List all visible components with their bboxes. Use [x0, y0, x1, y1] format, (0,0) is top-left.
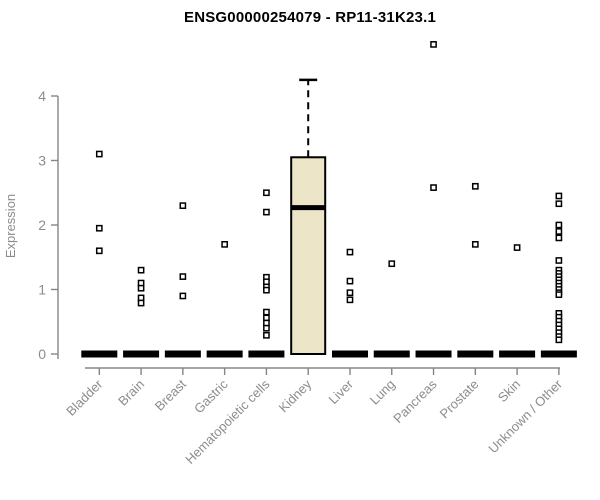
- outlier-point: [221, 241, 228, 248]
- chart-title: ENSG00000254079 - RP11-31K23.1: [183, 9, 436, 26]
- outlier-point: [555, 200, 563, 208]
- x-category-label: Skin: [495, 377, 523, 405]
- outlier-point: [95, 247, 103, 255]
- outlier-point: [471, 241, 479, 248]
- collapsed-box-Prostate: [457, 350, 494, 358]
- box-Kidney: [290, 156, 327, 355]
- outlier-point: [555, 336, 563, 344]
- outlier-point: [263, 189, 270, 197]
- outlier-point: [555, 192, 563, 200]
- outlier-point: [263, 286, 270, 294]
- x-category-label: Gastric: [191, 376, 231, 416]
- outlier-point: [471, 182, 479, 190]
- outlier-point: [346, 248, 354, 256]
- outlier-point: [388, 260, 396, 268]
- outlier-point: [179, 273, 187, 280]
- outlier-point: [346, 277, 354, 285]
- x-category-label: Kidney: [276, 376, 315, 415]
- outlier-point: [263, 331, 270, 339]
- y-tick-label: 1: [38, 282, 46, 298]
- outlier-point: [263, 208, 270, 216]
- outlier-point: [555, 291, 563, 299]
- collapsed-box-Lung: [373, 350, 410, 358]
- collapsed-box-Brain: [123, 350, 160, 358]
- outlier-point: [95, 150, 103, 158]
- outlier-point: [263, 308, 270, 316]
- collapsed-box-Pancreas: [415, 350, 452, 358]
- outlier-point: [430, 184, 437, 191]
- outlier-point: [137, 299, 145, 307]
- x-category-label: Pancreas: [390, 376, 440, 426]
- outlier-point: [555, 228, 563, 235]
- outlier-point: [513, 244, 521, 251]
- collapsed-box-Liver: [331, 350, 368, 358]
- y-tick-label: 3: [38, 153, 46, 169]
- outlier-point: [179, 202, 187, 210]
- x-category-label: Lung: [367, 377, 398, 408]
- x-category-label: Bladder: [63, 376, 106, 419]
- y-tick-label: 4: [38, 88, 46, 104]
- collapsed-box-Unknown / Other: [540, 350, 577, 358]
- x-category-label: Unknown / Other: [485, 376, 565, 456]
- x-category-label: Prostate: [437, 377, 482, 422]
- collapsed-box-Gastric: [206, 350, 243, 358]
- x-category-label: Breast: [152, 376, 189, 413]
- collapsed-box-Hematopoietic cells: [248, 350, 285, 358]
- collapsed-box-Breast: [164, 350, 201, 358]
- x-category-label: Liver: [326, 376, 357, 407]
- outlier-point: [430, 41, 437, 48]
- outlier-point: [95, 224, 103, 232]
- outlier-point: [346, 289, 354, 297]
- outlier-point: [555, 221, 563, 229]
- collapsed-box-Bladder: [81, 350, 118, 358]
- outlier-point: [346, 296, 354, 304]
- outlier-point: [137, 266, 145, 274]
- y-tick-label: 2: [38, 217, 46, 233]
- x-category-label: Brain: [115, 377, 147, 409]
- outlier-point: [555, 257, 563, 264]
- outlier-point: [137, 284, 145, 292]
- outlier-point: [179, 292, 187, 300]
- outlier-point: [263, 324, 270, 332]
- y-tick-label: 0: [38, 346, 46, 362]
- outlier-point: [555, 234, 563, 242]
- collapsed-box-Skin: [499, 350, 536, 358]
